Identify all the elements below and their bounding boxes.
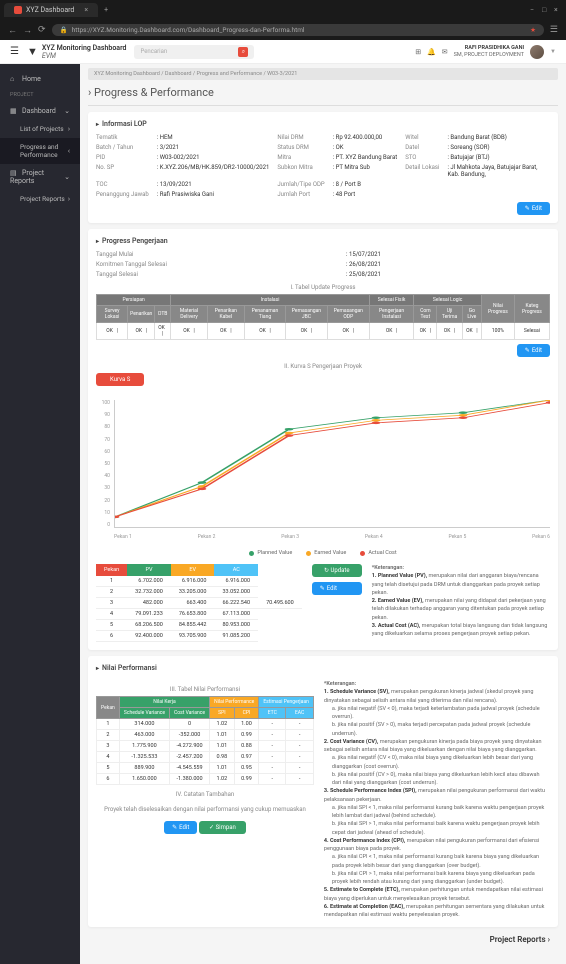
- performance-table: Pekan Nilai Kerja Nilai Performance Esti…: [96, 696, 314, 785]
- info-lop-title: Informasi LOP: [96, 120, 550, 128]
- browser-tab[interactable]: XYZ Dashboard ×: [4, 3, 98, 17]
- user-menu-chevron-icon[interactable]: ▼: [550, 48, 556, 55]
- footer-project-reports-link[interactable]: Project Reports ›: [88, 927, 558, 952]
- perf-keterangan: *Keterangan: 1. Schedule Variance (SV), …: [324, 680, 550, 919]
- avatar[interactable]: [530, 45, 544, 59]
- breadcrumb: XYZ Monitoring Dashboard / Dashboard / P…: [88, 68, 558, 80]
- edit-values-button[interactable]: ✎ Edit: [312, 582, 362, 595]
- values-table: PekanPVEVAC 16.702.0006.916.0006.916.000…: [96, 564, 302, 642]
- chart-legend: Planned ValueEarned ValueActual Cost: [96, 550, 550, 556]
- perf-table-caption: III. Tabel Nilai Performansi: [96, 686, 314, 693]
- bookmark-icon[interactable]: ★: [530, 26, 536, 34]
- lock-icon: 🔒: [60, 26, 68, 34]
- maximize-icon[interactable]: □: [542, 6, 550, 14]
- url-input[interactable]: 🔒 https://XYZ.Monitoring.Dashboard.com/D…: [52, 24, 544, 36]
- search-icon[interactable]: ⌕: [238, 47, 248, 57]
- edit-perf-button[interactable]: ✎ Edit: [164, 821, 197, 834]
- user-info: RAFI PRASIDHIKA GANI SM, PROJECT DEPLOYM…: [454, 45, 524, 58]
- performance-section: Nilai Performansi III. Tabel Nilai Perfo…: [88, 656, 558, 927]
- grid-icon[interactable]: ⊞: [415, 48, 421, 56]
- back-icon[interactable]: ←: [8, 25, 17, 36]
- sidebar-item-home[interactable]: ⌂Home: [0, 70, 80, 88]
- brand-title: XYZ Monitoring Dashboard: [42, 44, 127, 52]
- sidebar-item-project-reports[interactable]: Project Reports›: [0, 190, 80, 208]
- values-keterangan: *Keterangan: 1. Planned Value (PV), meru…: [372, 564, 550, 642]
- menu-icon[interactable]: ☰: [550, 25, 558, 35]
- home-icon: ⌂: [10, 75, 18, 83]
- chevron-left-icon: ‹: [68, 147, 70, 155]
- progress-section: Progress Pengerjaan Tanggal Mulai: 15/07…: [88, 229, 558, 650]
- close-window-icon[interactable]: ×: [554, 6, 562, 14]
- sidebar-item-dashboard[interactable]: ▦Dashboard ⌄: [0, 102, 80, 120]
- minimize-icon[interactable]: −: [530, 6, 538, 14]
- notification-icon[interactable]: 🔔: [427, 48, 436, 56]
- progress-title: Progress Pengerjaan: [96, 237, 550, 245]
- brand: ▼ XYZ Monitoring Dashboard EVM: [27, 44, 127, 60]
- progress-table-caption: I. Tabel Update Progress: [96, 284, 550, 291]
- new-tab-icon[interactable]: +: [104, 6, 108, 14]
- page-title: › Progress & Performance: [88, 80, 558, 106]
- mail-icon[interactable]: ✉: [442, 48, 448, 56]
- close-tab-icon[interactable]: ×: [84, 6, 88, 14]
- main-content: XYZ Monitoring Dashboard / Dashboard / P…: [80, 64, 566, 964]
- sidebar-item-progress-performance[interactable]: Progress and Performance‹: [0, 138, 80, 164]
- user-role: SM, PROJECT DEPLOYMENT: [454, 52, 524, 59]
- tab-title: XYZ Dashboard: [26, 6, 74, 14]
- s-curve-chart: 1009080706050403020100 Pekan 1Pekan 2Pek…: [96, 400, 550, 540]
- chevron-right-icon: ›: [68, 125, 70, 133]
- dashboard-icon: ▦: [10, 107, 18, 115]
- kurva-s-badge: Kurva S: [96, 373, 144, 386]
- catatan-caption: IV. Catatan Tambahan: [96, 791, 314, 798]
- edit-progress-button[interactable]: ✎ Edit: [517, 344, 550, 357]
- update-button[interactable]: ↻ Update: [312, 564, 362, 577]
- search-input[interactable]: Pencarian ⌕: [134, 45, 254, 59]
- chart-caption: II. Kurva S Pengerjaan Proyek: [96, 363, 550, 370]
- brand-subtitle: EVM: [42, 52, 127, 60]
- info-lop-section: Informasi LOP Tematik: HEM Nilai DRM: Rp…: [88, 112, 558, 223]
- url-text: https://XYZ.Monitoring.Dashboard.com/Das…: [72, 26, 305, 34]
- catatan-text: Proyek telah diselesaikan dengan nilai p…: [96, 806, 314, 813]
- user-name: RAFI PRASIDHIKA GANI: [454, 45, 524, 52]
- performance-title: Nilai Performansi: [96, 664, 550, 672]
- chevron-down-icon: ⌄: [64, 107, 70, 115]
- chevron-down-icon: ⌄: [64, 173, 70, 181]
- edit-lop-button[interactable]: ✎ Edit: [517, 202, 550, 215]
- sidebar-item-project-reports-header[interactable]: ▤Project Reports ⌄: [0, 164, 80, 190]
- reload-icon[interactable]: ⟳: [38, 25, 46, 35]
- tab-favicon: [14, 6, 22, 14]
- sidebar-item-list-projects[interactable]: List of Projects›: [0, 120, 80, 138]
- simpan-button[interactable]: ✓ Simpan: [199, 821, 246, 834]
- search-placeholder: Pencarian: [140, 48, 167, 55]
- sidebar-section-project: PROJECT: [0, 88, 80, 102]
- forward-icon[interactable]: →: [23, 25, 32, 36]
- chevron-right-icon: ›: [68, 195, 70, 203]
- reports-icon: ▤: [10, 169, 18, 177]
- progress-table: Persiapan Instalasi Selesai Fisik Selesa…: [96, 294, 550, 340]
- sidebar: ⌂Home PROJECT ▦Dashboard ⌄ List of Proje…: [0, 64, 80, 964]
- hamburger-icon[interactable]: ☰: [10, 46, 19, 57]
- chevron-right-icon: ›: [548, 935, 550, 944]
